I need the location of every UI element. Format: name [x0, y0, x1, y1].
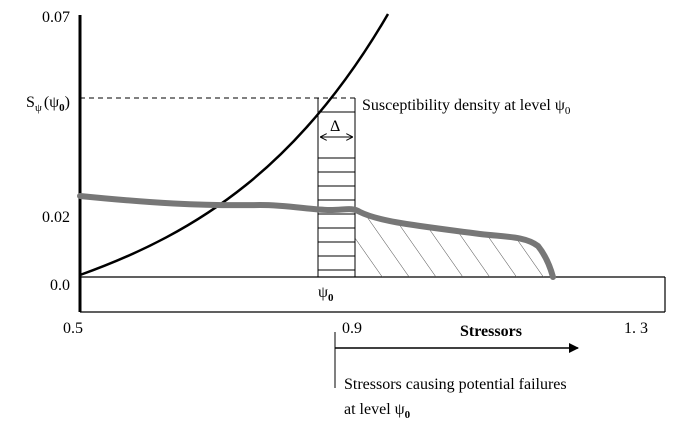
- psi0-sub: 0: [328, 292, 334, 304]
- psi0-text: ψ: [318, 284, 328, 301]
- failures-line1: Stressors causing potential failures: [344, 376, 567, 393]
- y-level-close: ): [65, 94, 70, 111]
- y-level-sub: ψ: [35, 102, 42, 114]
- x-title: Stressors: [460, 323, 522, 340]
- susceptibility-curve: [79, 13, 390, 277]
- susceptibility-text: Susceptibility density at level ψ: [362, 97, 565, 114]
- y-level-symbol: S: [26, 94, 35, 111]
- failures-line2: at level ψ0: [344, 401, 411, 421]
- x-middle: 0.9: [342, 320, 362, 337]
- strip: [317, 98, 356, 277]
- x-left: 0.5: [63, 320, 83, 337]
- failures-line2-text: at level ψ: [344, 401, 405, 418]
- y-mid: 0.02: [42, 209, 70, 226]
- density-curve: [77, 193, 556, 280]
- failures-line2-sub: 0: [405, 409, 411, 421]
- y-level-arg: (ψ: [44, 94, 59, 111]
- delta-label: Δ: [330, 118, 340, 135]
- susceptibility-label: Susceptibility density at level ψ0: [362, 97, 571, 117]
- y-zero: 0.0: [50, 277, 70, 294]
- y-level: Sψ (ψ0): [26, 94, 70, 114]
- psi0-label: ψ0: [318, 284, 334, 304]
- x-right: 1. 3: [624, 320, 648, 337]
- susceptibility-sub: 0: [565, 105, 571, 117]
- y-level-arg-sub: 0: [59, 102, 65, 114]
- y-top: 0.07: [42, 9, 70, 26]
